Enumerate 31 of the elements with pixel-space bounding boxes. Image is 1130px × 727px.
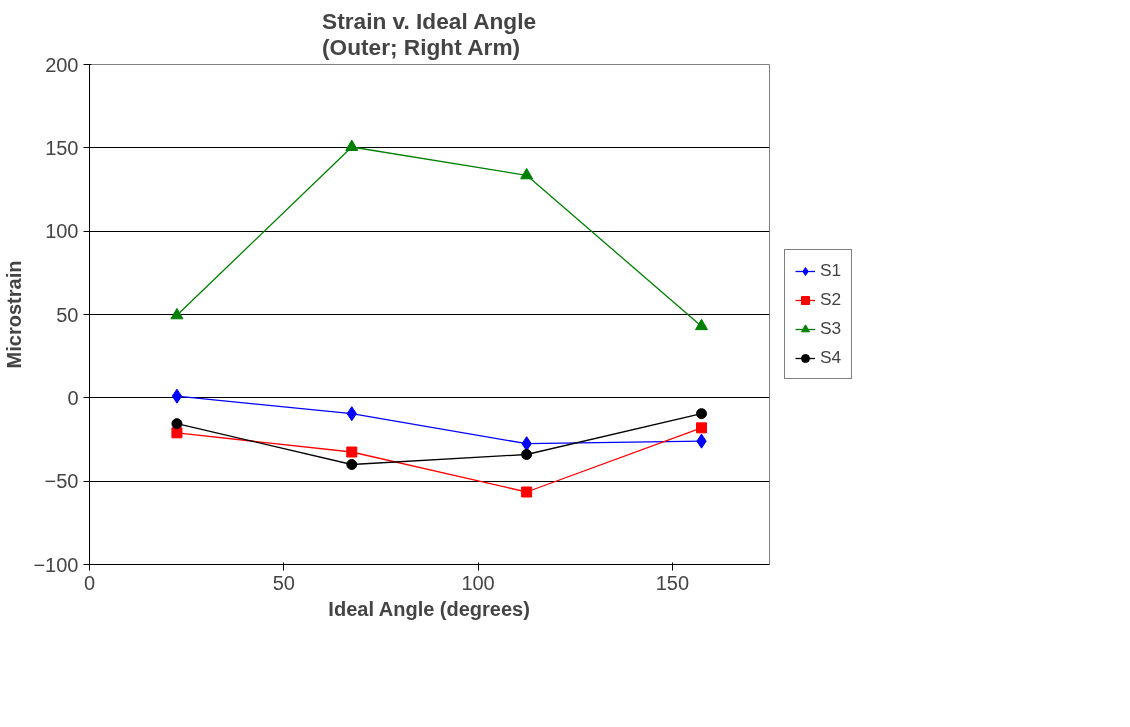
x-tick-label: 0	[83, 571, 96, 594]
point	[695, 318, 708, 331]
point	[170, 307, 184, 320]
point	[521, 449, 533, 460]
point	[346, 459, 358, 470]
point	[346, 446, 358, 458]
point	[696, 422, 707, 434]
y-tick-label: 150	[45, 136, 79, 159]
y-axis-title: Microstrain	[3, 260, 26, 369]
point	[171, 427, 183, 439]
point	[171, 418, 183, 430]
point	[171, 388, 183, 404]
y-tick-label: −100	[33, 553, 79, 576]
point	[345, 139, 359, 151]
y-tick-label: 0	[67, 386, 79, 409]
y-tick-label: 100	[45, 220, 79, 243]
x-tick-label: 50	[272, 571, 295, 594]
y-tick-label: 200	[45, 53, 79, 76]
point	[520, 167, 534, 180]
point	[521, 486, 533, 498]
legend-label: S3	[820, 318, 842, 339]
x-tick-label: 100	[461, 571, 495, 594]
x-axis-title: Ideal Angle (degrees)	[328, 597, 530, 620]
x-tick-label: 150	[655, 571, 690, 594]
legend-label: S4	[820, 347, 842, 368]
legend-label: S2	[820, 289, 842, 310]
chart-title: Strain v. Ideal Angle (Outer; Right Arm)	[322, 7, 537, 60]
y-tick-label: 50	[56, 303, 79, 326]
y-tick-label: −50	[44, 470, 79, 493]
legend-label: S1	[820, 260, 842, 281]
point	[696, 408, 707, 420]
